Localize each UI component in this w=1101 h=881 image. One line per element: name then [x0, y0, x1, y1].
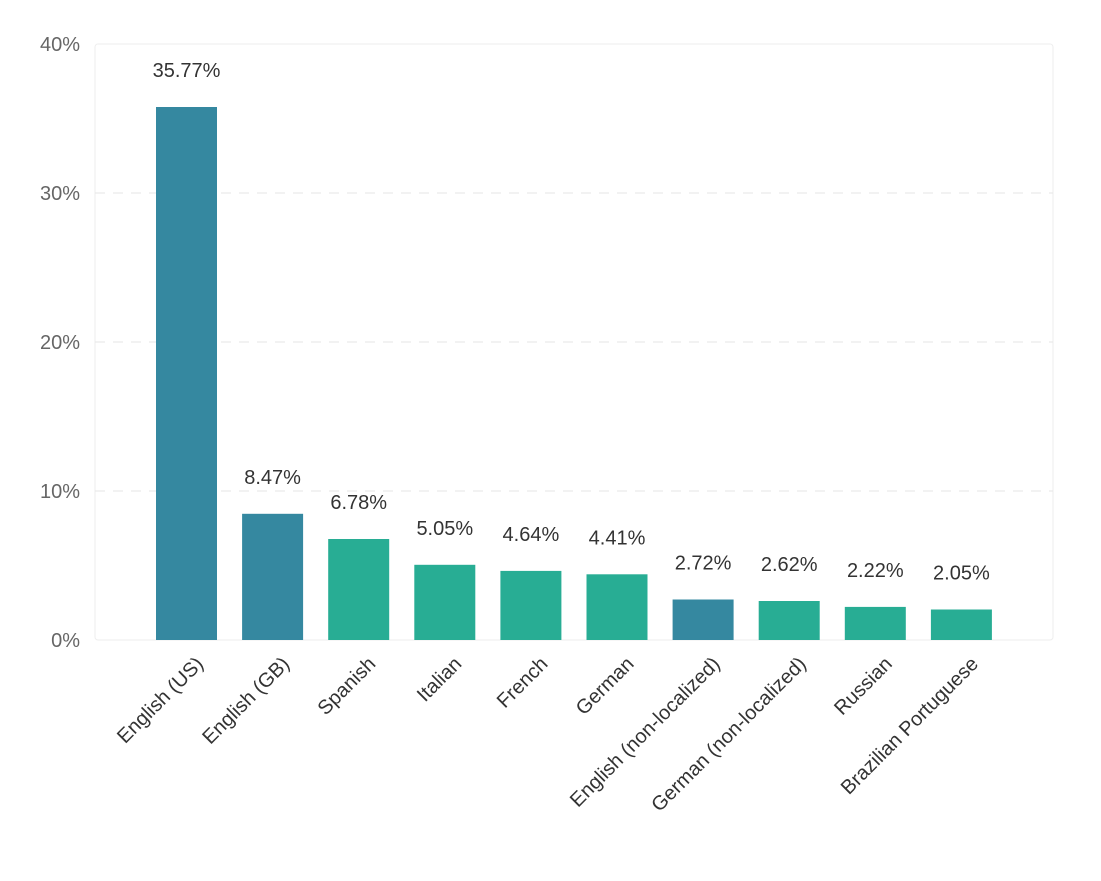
y-tick-label: 20%: [40, 332, 80, 354]
bar: [844, 606, 906, 640]
data-label: 2.72%: [675, 553, 732, 575]
x-tick-label: English (GB): [198, 653, 294, 749]
x-tick-label: German (non-localized): [647, 653, 810, 816]
y-tick-label: 40%: [40, 34, 80, 56]
bar: [328, 539, 390, 640]
bar: [586, 574, 648, 640]
grid-lines: [95, 192, 1053, 492]
y-tick-label: 30%: [40, 183, 80, 205]
x-tick-label: English (non-localized): [566, 653, 725, 812]
data-label: 5.05%: [416, 518, 473, 540]
bar: [414, 564, 476, 640]
y-tick-label: 0%: [51, 630, 80, 652]
bar: [672, 599, 734, 640]
data-label: 6.78%: [330, 492, 387, 514]
data-label: 2.22%: [847, 560, 904, 582]
data-label: 35.77%: [153, 60, 221, 82]
data-label: 8.47%: [244, 467, 301, 489]
data-label: 4.41%: [589, 527, 646, 549]
bar: [156, 107, 217, 640]
data-label: 4.64%: [503, 524, 560, 546]
data-label: 2.05%: [933, 563, 990, 585]
y-tick-label: 10%: [40, 481, 80, 503]
bar: [242, 513, 304, 640]
x-tick-label: Italian: [413, 653, 466, 706]
data-labels: 35.77% 8.47% 6.78% 5.05% 4.64% 4.41% 2.72% 2.62…: [153, 60, 990, 585]
bar: [930, 609, 992, 640]
x-tick-label: Spanish: [314, 653, 381, 720]
x-tick-label: Russian: [830, 653, 897, 720]
bars: [156, 107, 992, 640]
x-axis-ticks: English (US)English (GB) Spanish Italian Fr…: [113, 653, 983, 816]
x-tick-label: French: [493, 653, 553, 713]
bar: [500, 570, 562, 640]
bar: [758, 601, 820, 640]
y-axis-ticks: 0% 10% 20% 30% 40%: [40, 34, 80, 652]
x-tick-label: English (US): [113, 653, 208, 748]
data-label: 2.62%: [761, 554, 818, 576]
x-tick-label: German: [572, 653, 639, 720]
